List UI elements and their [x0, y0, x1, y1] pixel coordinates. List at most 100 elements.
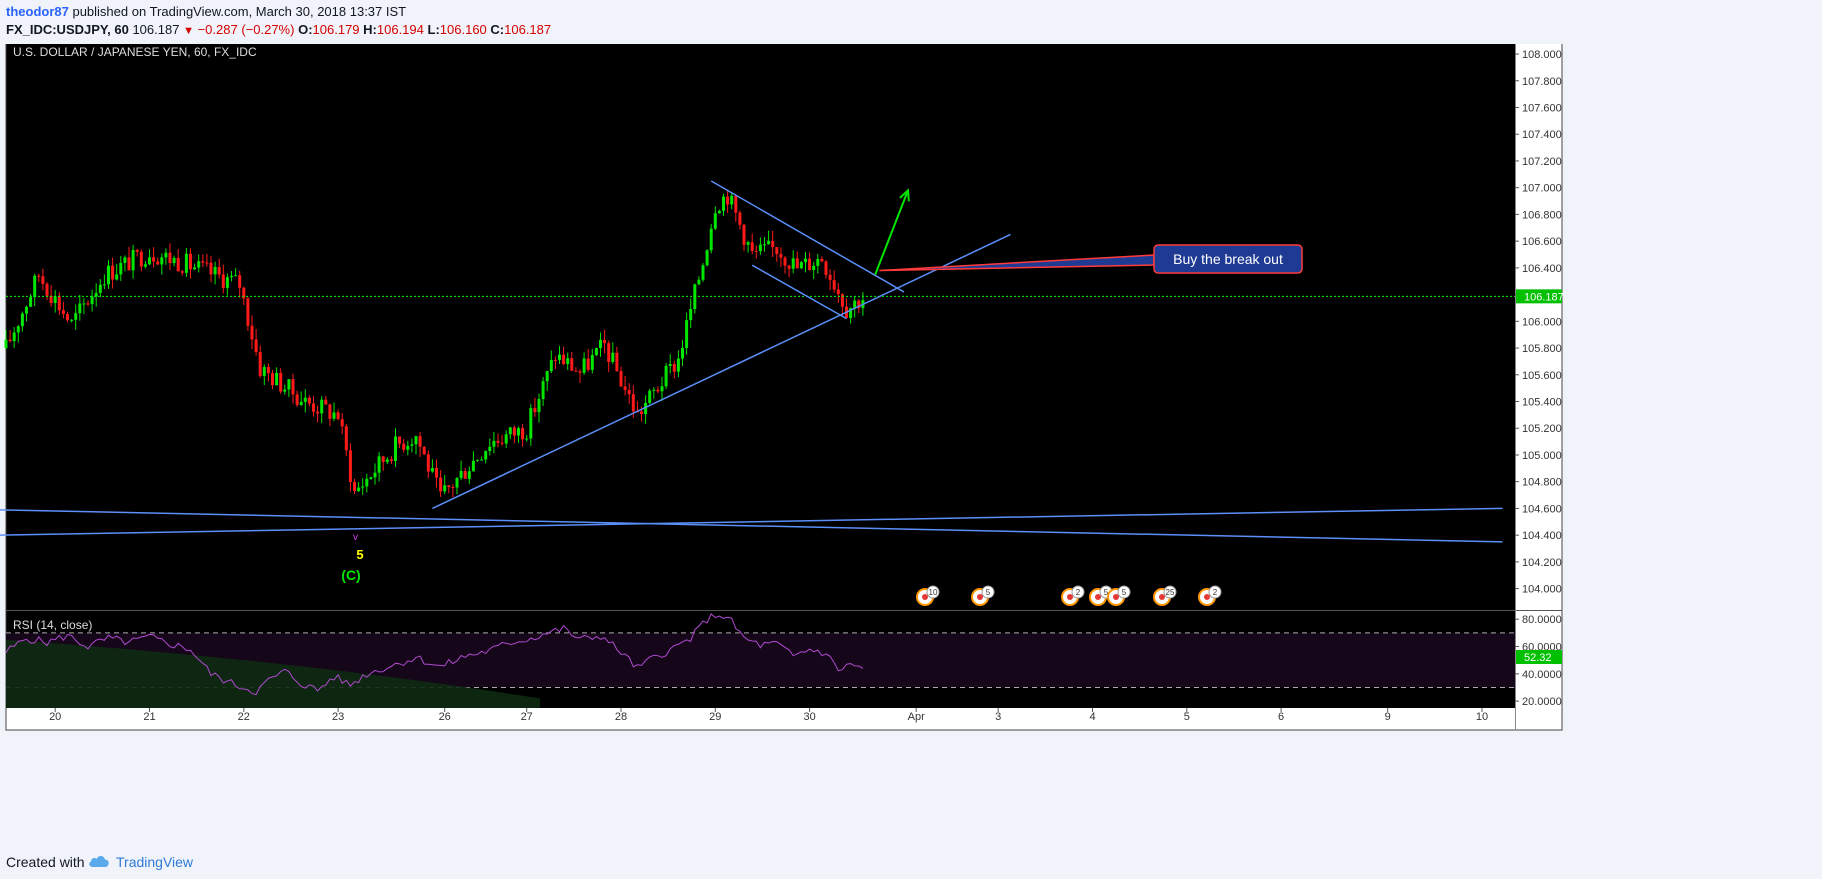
candle-body [213, 266, 217, 275]
rising-support-line [432, 233, 1011, 510]
chart-header: theodor87 published on TradingView.com, … [0, 0, 1822, 44]
candle-body [631, 394, 635, 412]
candle-body [640, 411, 643, 415]
candle-body [771, 240, 775, 248]
event-badge-count-bg [1163, 585, 1177, 599]
tradingview-cloud-icon[interactable] [88, 853, 110, 869]
candle-body [348, 450, 352, 482]
candle-body [8, 339, 12, 342]
x-tick-label: 6 [1278, 711, 1284, 723]
candle-body [394, 436, 397, 461]
x-tick-label: 5 [1184, 711, 1190, 723]
falling-channel-lower-line [751, 264, 847, 320]
high-value: 106.194 [376, 22, 424, 37]
candle-body [500, 442, 504, 444]
candle-body [611, 352, 615, 362]
candle-body [238, 275, 242, 288]
candle-body [594, 348, 598, 356]
candle-body [681, 347, 684, 359]
low-label: L: [427, 22, 440, 37]
candle-body [45, 283, 49, 296]
candle-body [648, 390, 652, 403]
tradingview-link[interactable]: TradingView [116, 854, 194, 870]
y-tick-label: 105.200 [1522, 423, 1562, 435]
price-pane [6, 44, 1515, 610]
candle-body [599, 339, 602, 349]
wave-label-degree: (C) [341, 567, 360, 583]
candle-body [447, 485, 451, 487]
candle-body [209, 262, 213, 275]
candle-body [668, 364, 672, 366]
y-tick-label: 104.800 [1522, 477, 1562, 489]
breakout-arrow-head [899, 188, 910, 202]
chart-border [5, 44, 1563, 731]
candle-body [853, 300, 857, 309]
candle-body [836, 289, 840, 295]
candle-body [4, 339, 8, 349]
candle-body [697, 279, 701, 285]
x-tick-label: 3 [995, 711, 1001, 723]
candle-body [201, 261, 205, 263]
time-axis-panel [6, 708, 1562, 730]
y-tick-label: 104.600 [1522, 503, 1562, 515]
candle-body [627, 389, 631, 395]
candle-body [623, 386, 627, 390]
candle-body [488, 446, 492, 452]
event-badge-count: 2 [1213, 588, 1218, 597]
candle-body [533, 408, 537, 413]
candle-body [791, 258, 795, 269]
candle-body [25, 306, 28, 314]
candle-body [275, 372, 279, 386]
candle-body [221, 274, 225, 288]
candle-body [504, 434, 508, 444]
author-link[interactable]: theodor87 [6, 4, 69, 19]
candle-body [131, 250, 135, 271]
y-tick-label: 107.000 [1522, 183, 1562, 195]
candle-body [189, 253, 192, 270]
candle-body [722, 196, 725, 211]
candle-body [758, 244, 762, 252]
candle-body [508, 427, 512, 435]
candle-body [16, 326, 20, 333]
published-text: published on TradingView.com, March 30, … [72, 4, 407, 19]
candle-body [701, 265, 705, 280]
rsi-value-badge-text: 52.32 [1524, 652, 1552, 664]
candle-body [20, 313, 24, 327]
chart-footer: Created with TradingView [0, 844, 1822, 879]
candle-body [217, 266, 221, 275]
candle-body [98, 284, 102, 293]
candle-body [787, 265, 791, 269]
event-badge-count-bg [926, 585, 940, 599]
candle-body [258, 352, 262, 376]
candle-body [164, 252, 168, 258]
candle-body [824, 261, 828, 275]
candle-body [295, 394, 299, 405]
open-value: 106.179 [312, 22, 360, 37]
candle-body [414, 436, 418, 445]
y-tick-label: 104.000 [1522, 584, 1562, 596]
wide-trendline-b [0, 507, 1503, 536]
candle-body [184, 253, 188, 273]
candle-body [467, 471, 471, 479]
x-tick-label: 23 [332, 711, 344, 723]
candle-body [808, 258, 812, 270]
candle-body [726, 196, 730, 205]
candle-body [717, 210, 721, 214]
down-arrow-icon: ▼ [183, 25, 194, 37]
event-badge-count-bg [1208, 585, 1222, 599]
price-chart[interactable]: U.S. DOLLAR / JAPANESE YEN, 60, FX_IDC 10… [0, 44, 1822, 844]
candle-body [369, 477, 373, 479]
candle-body [291, 379, 295, 395]
candle-body [12, 332, 16, 342]
candle-body [676, 358, 680, 372]
candle-body [234, 275, 238, 277]
candle-body [266, 367, 270, 374]
candle-body [49, 295, 53, 303]
candle-body [307, 397, 311, 404]
price-change: −0.287 (−0.27%) [197, 22, 295, 37]
candle-body [385, 459, 389, 462]
candle-body [783, 257, 787, 266]
chart-title: U.S. DOLLAR / JAPANESE YEN, 60, FX_IDC [13, 45, 257, 59]
candle-body [603, 339, 607, 344]
candle-body [570, 358, 574, 371]
